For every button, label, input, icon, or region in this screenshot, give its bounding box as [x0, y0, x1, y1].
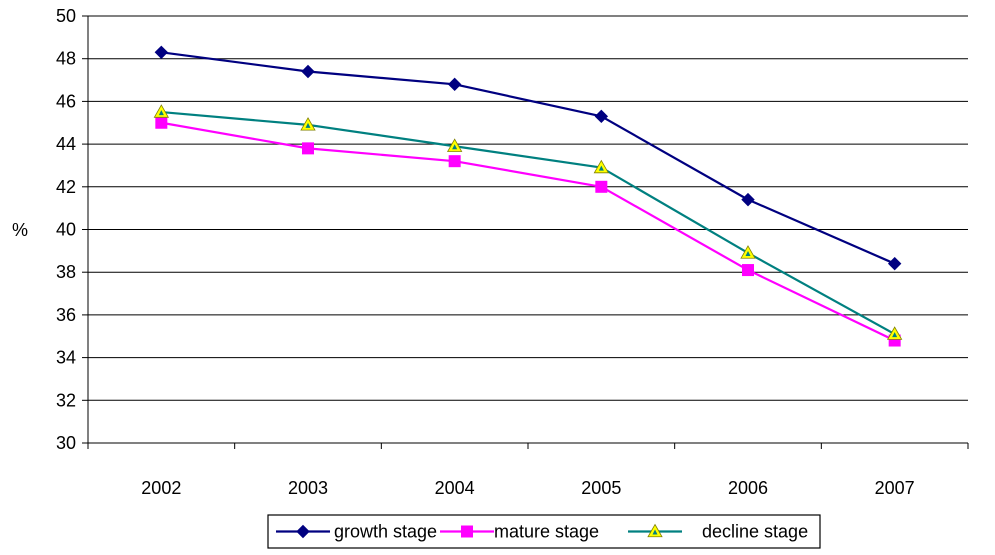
series-layer [153, 45, 903, 347]
series-line [161, 51, 896, 265]
y-tick-label: 36 [56, 305, 76, 325]
data-point-center [158, 110, 164, 116]
y-tick-label: 38 [56, 262, 76, 282]
data-point [447, 77, 462, 92]
y-tick-label: 32 [56, 390, 76, 410]
legend-item: mature stage [440, 522, 599, 542]
y-axis-label: % [12, 220, 28, 240]
data-point [742, 264, 754, 277]
data-point-center [305, 122, 311, 128]
data-point [155, 116, 168, 129]
series-decline-stage [153, 104, 903, 340]
series-line [161, 121, 896, 342]
data-point [887, 256, 902, 271]
y-tick-label: 44 [56, 134, 76, 154]
data-point-center [745, 250, 751, 256]
x-tick-label: 2003 [288, 478, 328, 498]
x-tick-label: 2005 [581, 478, 621, 498]
legend-marker-center [652, 529, 658, 535]
x-tick-label: 2004 [435, 478, 475, 498]
data-point [595, 180, 608, 193]
y-tick-label: 42 [56, 177, 76, 197]
legend-marker [461, 525, 473, 538]
y-tick-label: 48 [56, 49, 76, 69]
legend-label: decline stage [702, 522, 808, 542]
data-point [302, 142, 314, 155]
y-tick-label: 46 [56, 91, 76, 111]
axes: 30 32 34 36 38 40 42 44 46 48 50 2002 2003 2004 2005 20… [12, 6, 969, 498]
data-point [448, 155, 461, 168]
y-tick-label: 50 [56, 6, 76, 26]
data-point [154, 45, 169, 60]
data-point-center [598, 165, 604, 171]
legend: growth stage mature stage decline stage [267, 514, 821, 549]
data-point-center [452, 144, 458, 150]
series-line [161, 110, 896, 336]
gridlines [88, 15, 968, 401]
x-tick-label: 2006 [728, 478, 768, 498]
legend-marker [296, 524, 310, 539]
legend-item: growth stage [276, 522, 437, 542]
x-tick-label: 2002 [141, 478, 181, 498]
series-growth-stage [154, 45, 902, 271]
data-point [594, 109, 609, 124]
data-point [741, 192, 755, 207]
series-mature-stage [155, 116, 901, 347]
legend-label: mature stage [494, 522, 599, 542]
y-tick-label: 30 [56, 433, 76, 453]
data-point-center [892, 332, 898, 338]
legend-item: decline stage [628, 522, 808, 542]
y-tick-label: 34 [56, 348, 76, 368]
legend-label: growth stage [334, 522, 437, 542]
y-tick-label: 40 [56, 220, 76, 240]
legend-box [267, 514, 821, 549]
x-tick-label: 2007 [875, 478, 915, 498]
data-point [301, 64, 315, 79]
